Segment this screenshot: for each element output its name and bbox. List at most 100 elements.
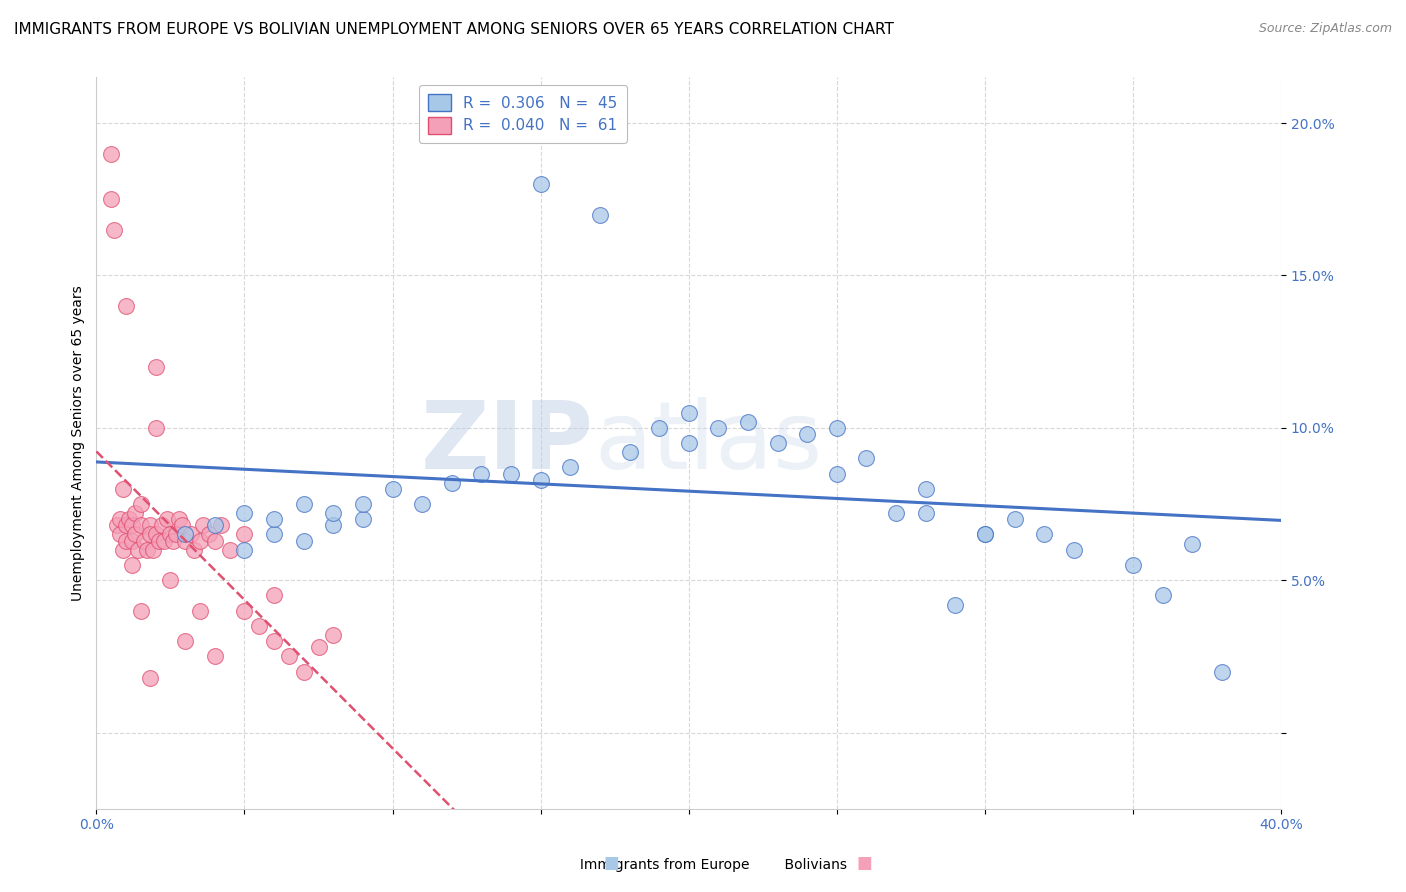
Point [381, 482, 404, 496]
Text: ZIP: ZIP [422, 397, 593, 489]
Y-axis label: Unemployment Among Seniors over 65 years: Unemployment Among Seniors over 65 years [72, 285, 86, 601]
Point [530, 473, 553, 487]
Point [115, 533, 138, 548]
Point [127, 542, 149, 557]
Point [129, 604, 152, 618]
Point [111, 482, 134, 496]
Point [322, 518, 344, 533]
Point [825, 421, 848, 435]
Point [589, 208, 612, 222]
Point [121, 558, 143, 572]
Point [115, 299, 138, 313]
Point [145, 359, 167, 374]
Point [1033, 527, 1056, 541]
Text: Immigrants from Europe        Bolivians: Immigrants from Europe Bolivians [558, 858, 848, 872]
Point [292, 497, 315, 511]
Point [560, 460, 582, 475]
Point [100, 192, 122, 206]
Point [233, 542, 256, 557]
Point [169, 512, 191, 526]
Point [707, 421, 730, 435]
Point [142, 542, 165, 557]
Point [914, 482, 936, 496]
Point [180, 527, 202, 541]
Point [530, 177, 553, 191]
Point [1004, 512, 1026, 526]
Point [108, 527, 131, 541]
Point [1122, 558, 1144, 572]
Point [174, 533, 197, 548]
Point [678, 436, 700, 450]
Point [322, 506, 344, 520]
Point [218, 542, 240, 557]
Point [619, 445, 641, 459]
Point [1181, 536, 1204, 550]
Point [188, 533, 211, 548]
Point [145, 527, 167, 541]
Point [204, 649, 226, 664]
Point [678, 406, 700, 420]
Point [129, 518, 152, 533]
Point [135, 542, 157, 557]
Point [172, 518, 194, 533]
Point [766, 436, 789, 450]
Point [411, 497, 433, 511]
Point [129, 497, 152, 511]
Point [174, 634, 197, 648]
Point [188, 604, 211, 618]
Point [974, 527, 997, 541]
Point [308, 640, 330, 655]
Legend: R =  0.306   N =  45, R =  0.040   N =  61: R = 0.306 N = 45, R = 0.040 N = 61 [419, 85, 627, 143]
Point [183, 542, 205, 557]
Point [914, 506, 936, 520]
Point [233, 506, 256, 520]
Point [648, 421, 671, 435]
Point [145, 421, 167, 435]
Point [825, 467, 848, 481]
Point [174, 527, 197, 541]
Point [352, 512, 374, 526]
Point [124, 527, 146, 541]
Point [148, 533, 170, 548]
Point [121, 533, 143, 548]
Point [204, 533, 226, 548]
Point [470, 467, 492, 481]
Point [263, 527, 285, 541]
Point [209, 518, 232, 533]
Point [132, 533, 155, 548]
Text: Source: ZipAtlas.com: Source: ZipAtlas.com [1258, 22, 1392, 36]
Point [115, 518, 138, 533]
Text: IMMIGRANTS FROM EUROPE VS BOLIVIAN UNEMPLOYMENT AMONG SENIORS OVER 65 YEARS CORR: IMMIGRANTS FROM EUROPE VS BOLIVIAN UNEMP… [14, 22, 894, 37]
Point [138, 671, 160, 685]
Point [1063, 542, 1085, 557]
Point [165, 527, 187, 541]
Point [138, 527, 160, 541]
Point [105, 518, 128, 533]
Point [943, 598, 966, 612]
Point [159, 527, 181, 541]
Point [499, 467, 522, 481]
Point [150, 518, 173, 533]
Point [352, 497, 374, 511]
Point [263, 634, 285, 648]
Point [121, 518, 143, 533]
Point [974, 527, 997, 541]
Text: ■: ■ [856, 855, 873, 872]
Point [233, 527, 256, 541]
Point [855, 451, 877, 466]
Point [796, 426, 818, 441]
Point [124, 506, 146, 520]
Point [111, 542, 134, 557]
Text: ■: ■ [603, 855, 620, 872]
Point [263, 512, 285, 526]
Point [277, 649, 299, 664]
Point [322, 628, 344, 642]
Point [233, 604, 256, 618]
Point [156, 512, 179, 526]
Point [108, 512, 131, 526]
Point [1152, 588, 1174, 602]
Point [247, 619, 270, 633]
Point [263, 588, 285, 602]
Point [159, 573, 181, 587]
Point [162, 533, 184, 548]
